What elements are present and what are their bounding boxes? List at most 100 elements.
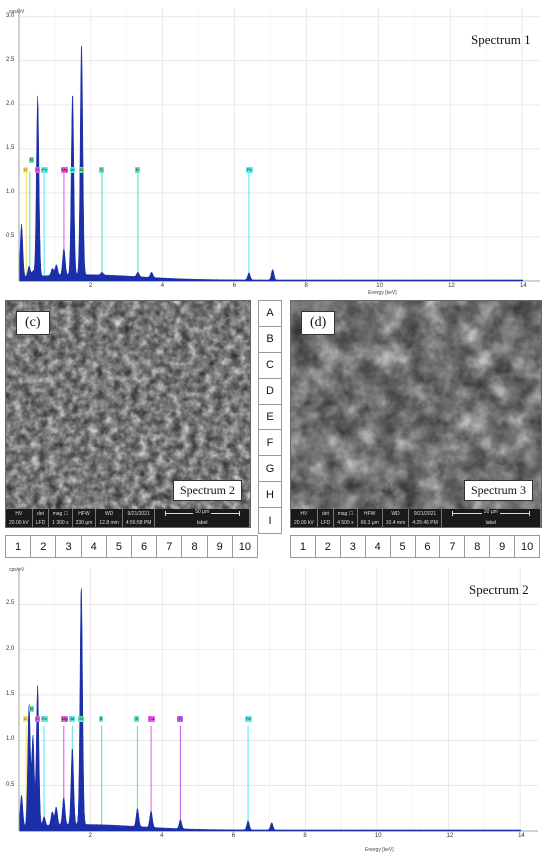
y-tick-label: 0.5	[6, 232, 15, 239]
grid-number-cell: 4	[364, 535, 390, 558]
databar-heading: mag ☐	[337, 510, 354, 517]
spectrum-trace	[19, 45, 524, 282]
databar-value: 20.00 kV	[294, 519, 314, 526]
x-tick-label: 12	[448, 283, 455, 289]
databar-heading: mag ☐	[52, 510, 69, 517]
element-peak-label: Si	[78, 167, 85, 173]
sem-image-c: (c) Spectrum 2 HV 20.00 kV det LFD mag ☐ 1 30…	[5, 300, 251, 528]
databar-cell: det LFD	[33, 509, 50, 527]
element-peak-label: O	[34, 167, 40, 173]
spectrum-2-title: Spectrum 2	[469, 582, 529, 597]
grid-number-cell: 9	[489, 535, 515, 558]
y-tick-label: 2.5	[6, 56, 15, 63]
element-peak-label: O	[34, 716, 40, 722]
grid-number-cell: 7	[156, 535, 182, 558]
spectrum-1-title: Spectrum 1	[471, 32, 531, 47]
element-peak-label: S	[98, 716, 104, 722]
grid-letter-cell: B	[258, 325, 282, 352]
grid-number-cell: 4	[80, 535, 106, 558]
grid-letter-cell: D	[258, 377, 282, 404]
databar-value: 66.3 µm	[360, 519, 379, 526]
element-peak-label: S	[99, 167, 104, 173]
databar-cell: WD 12.8 mm	[96, 509, 123, 527]
databar-value: 12.8 mm	[99, 519, 119, 526]
x-tick-label: 14	[520, 283, 527, 289]
databar-value: LFD	[320, 519, 331, 526]
sem-databar-c: HV 20.00 kV det LFD mag ☐ 1 300 x HFW 230 µm WD 1…	[6, 509, 250, 527]
y-tick-label: 1.5	[6, 144, 15, 151]
element-peak-label: Al	[69, 716, 75, 722]
panel-letter-d: (d)	[301, 311, 336, 335]
grid-letter-cell: H	[258, 481, 282, 508]
element-peak-label: Al	[69, 167, 76, 173]
grid-letter-cell: C	[258, 351, 282, 378]
scale-bar: 20 µm label	[442, 509, 541, 527]
grid-number-cell: 1	[290, 535, 315, 558]
panel-letter-c: (c)	[16, 311, 50, 335]
spectrum-2-plot	[18, 568, 538, 832]
y-tick-label: 0.5	[6, 781, 15, 788]
databar-value: 4:56:58 PM	[125, 519, 152, 526]
databar-heading: det	[322, 510, 329, 517]
databar-heading: 9/21/2021	[413, 510, 437, 517]
grid-number-cell: 5	[105, 535, 132, 558]
spectrum-2-label: Spectrum 2	[173, 480, 242, 501]
databar-heading: WD	[391, 510, 400, 517]
element-peak-label: N	[28, 706, 34, 712]
element-peak-label: Mg	[60, 167, 69, 173]
x-tick-label: 8	[303, 833, 307, 839]
element-peak-label: K	[134, 716, 140, 722]
grid-number-row-left: 1 2 3 4 5 6 7 8 9 10	[5, 535, 259, 558]
grid-number-cell: 8	[464, 535, 490, 558]
grid-number-cell: 3	[339, 535, 365, 558]
y-tick-label: 1.0	[6, 188, 15, 195]
element-peak-label: Fe	[245, 167, 253, 173]
x-tick-label: 2	[88, 833, 92, 839]
y-tick-label: 2.5	[6, 600, 15, 607]
grid-letter-cell: F	[258, 429, 282, 456]
grid-number-cell: 10	[514, 535, 541, 558]
x-tick-label: 6	[232, 283, 236, 289]
databar-heading: HFW	[78, 510, 90, 517]
y-tick-label: 2.0	[6, 100, 15, 107]
element-peak-label: Fe	[245, 716, 252, 722]
databar-heading: det	[37, 510, 44, 517]
x-tick-label: 12	[446, 833, 454, 839]
databar-heading: HV	[15, 510, 23, 517]
y-tick-label: 3.0	[6, 12, 15, 19]
element-peak-label: Si	[78, 716, 84, 722]
x-tick-label: 2	[88, 283, 93, 289]
grid-number-cell: 3	[55, 535, 81, 558]
grid-letter-cell: G	[258, 455, 282, 482]
sem-image-d: (d) Spectrum 3 HV 20.00 kV det LFD mag ☐ 4 50…	[290, 300, 542, 528]
element-peak-label: Ti	[177, 716, 183, 722]
element-peak-label: K	[134, 167, 140, 173]
databar-value: 230 µm	[75, 519, 93, 526]
spectrum-1-ylabel: cps/eV	[9, 9, 25, 15]
x-tick-label: 4	[160, 283, 165, 289]
databar-value: 20.00 kV	[9, 519, 29, 526]
x-tick-label: 8	[304, 283, 308, 289]
databar-cell: HV 20.00 kV	[291, 509, 318, 527]
databar-heading: HFW	[364, 510, 376, 517]
grid-number-cell: 9	[206, 535, 232, 558]
databar-cell: det LFD	[318, 509, 335, 527]
databar-label: label	[196, 520, 208, 526]
databar-value: 10.4 mm	[385, 519, 406, 526]
grid-letter-cell: E	[258, 403, 282, 430]
databar-label: label	[485, 520, 497, 526]
databar-value: 4 500 x	[337, 519, 354, 526]
grid-number-cell: 8	[181, 535, 207, 558]
element-peak-label: Fe	[41, 167, 48, 173]
scale-bar-value: 50 µm	[193, 509, 212, 515]
grid-number-cell: 6	[414, 535, 440, 558]
y-tick-label: 1.5	[6, 690, 15, 697]
x-tick-label: 4	[160, 833, 164, 839]
databar-cell: 9/21/2021 4:25:46 PM	[409, 509, 442, 527]
element-peak-label: Fe	[41, 716, 48, 722]
databar-heading: WD	[104, 510, 114, 517]
spectrum-1-chart: cps/eV Spectrum 1 Energy [keV] 2 4 6 8 10 12 1…	[0, 0, 550, 298]
element-peak-label: Mg	[60, 716, 69, 722]
spectrum-1-plot	[18, 8, 540, 282]
